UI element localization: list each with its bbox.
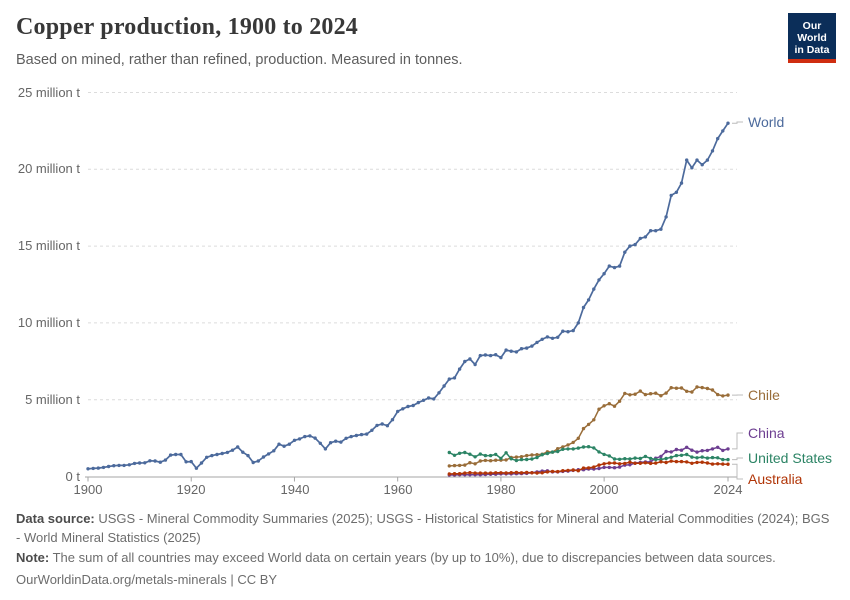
page-subtitle: Based on mined, rather than refined, pro… [16,52,463,68]
owid-logo-line1: Our World [797,20,827,44]
y-tick-label: 5 million t [25,392,80,407]
y-tick-label: 20 million t [17,161,80,176]
y-tick-label: 25 million t [17,85,80,100]
x-tick-label: 2024 [713,482,743,497]
series-label-united-states[interactable]: United States [748,450,833,466]
chart-footer: Data source: USGS - Mineral Commodity Su… [16,509,834,589]
chart-plot-area[interactable] [0,0,850,512]
data-source-label: Data source: [16,511,95,526]
owid-logo[interactable]: Our World in Data [788,13,836,63]
x-tick-label: 1900 [73,482,103,497]
y-tick-label: 0 t [65,469,80,484]
x-tick-label: 2000 [589,482,619,497]
data-source-text: USGS - Mineral Commodity Summaries (2025… [16,511,830,545]
x-tick-label: 1920 [176,482,206,497]
y-tick-label: 10 million t [17,315,80,330]
x-tick-label: 1980 [486,482,516,497]
owid-logo-line2: in Data [794,44,830,56]
series-label-china[interactable]: China [748,425,785,441]
citation-link[interactable]: OurWorldinData.org/metals-minerals | CC … [16,572,278,587]
series-label-australia[interactable]: Australia [748,471,803,487]
note-label: Note: [16,550,50,565]
page-title: Copper production, 1900 to 2024 [16,14,359,40]
note-text: The sum of all countries may exceed Worl… [49,550,776,565]
series-label-chile[interactable]: Chile [748,387,780,403]
data-source-line: Data source: USGS - Mineral Commodity Su… [16,509,834,547]
series-label-world[interactable]: World [748,114,785,130]
y-tick-label: 15 million t [17,238,80,253]
x-tick-label: 1940 [280,482,310,497]
note-line: Note: The sum of all countries may excee… [16,548,834,567]
x-tick-label: 1960 [383,482,413,497]
